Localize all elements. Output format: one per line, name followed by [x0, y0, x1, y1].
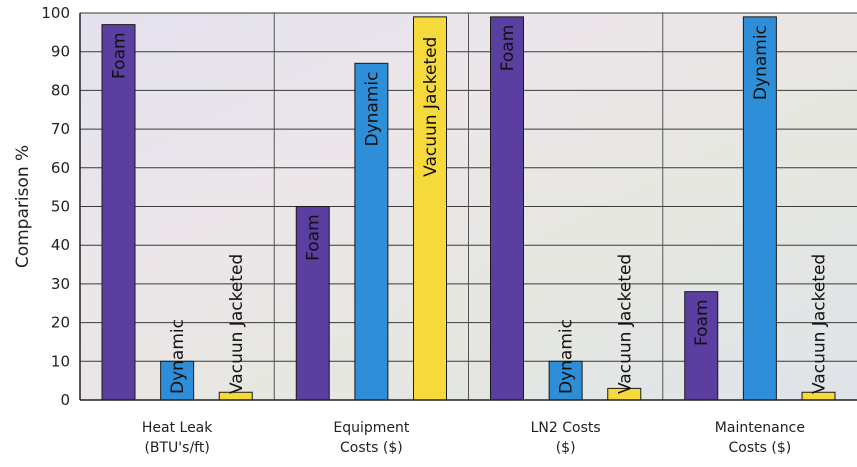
y-tick-label: 30 [51, 275, 70, 293]
bar-series-label: Vacuun Jacketed [810, 254, 830, 394]
x-category-label: (BTU's/ft) [144, 440, 209, 456]
bar-series-label: Vacuun Jacketed [227, 254, 247, 394]
x-category-label: Equipment [333, 420, 410, 436]
bar-foam [490, 16, 524, 401]
y-tick-label: 80 [51, 81, 70, 99]
bar-series-label: Dynamic [557, 319, 577, 394]
y-axis-title: Comparison % [13, 145, 33, 268]
bar-dynamic [548, 360, 583, 401]
y-tick-label: 10 [51, 352, 70, 370]
bar-series-label: Foam [498, 25, 518, 72]
bar-foam [295, 206, 330, 401]
y-tick-label: 0 [60, 391, 70, 409]
x-category-label: Costs ($) [729, 440, 792, 456]
bar-series-label: Foam [110, 32, 130, 79]
y-tick-label: 90 [51, 43, 70, 61]
x-category-label: Costs ($) [340, 440, 403, 456]
y-tick-label: 60 [51, 159, 70, 177]
bar-series-label: Foam [692, 299, 712, 346]
x-category-label: ($) [556, 440, 576, 456]
bar-foam [101, 24, 136, 401]
y-tick-label: 100 [41, 4, 70, 22]
bar-series-label: Dynamic [168, 319, 188, 394]
bar-foam [684, 291, 719, 401]
y-tick-label: 40 [51, 236, 70, 254]
y-tick-label: 70 [51, 120, 70, 138]
x-category-label: Maintenance [715, 420, 805, 436]
bar-series-label: Foam [304, 214, 324, 261]
bar-dynamic [742, 16, 777, 401]
y-tick-label: 50 [51, 198, 70, 216]
y-tick-label: 20 [51, 314, 70, 332]
x-category-label: LN2 Costs [531, 420, 601, 436]
x-category-label: Heat Leak [142, 420, 213, 436]
bar-series-label: Dynamic [751, 25, 771, 100]
bar-series-label: Vacuun Jacketed [615, 254, 635, 394]
bar-series-label: Vacuun Jacketed [421, 37, 441, 177]
bar-series-label: Dynamic [362, 72, 382, 147]
